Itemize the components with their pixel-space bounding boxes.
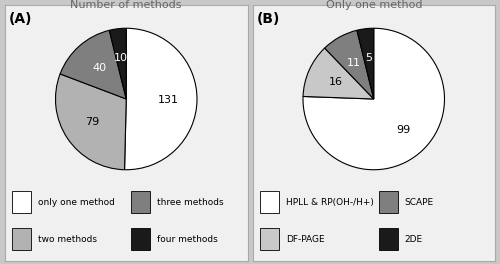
Bar [378,228,398,250]
Text: SCAPE: SCAPE [404,198,434,207]
Bar [131,191,150,213]
Wedge shape [60,30,126,99]
Wedge shape [303,48,374,99]
Wedge shape [110,28,126,99]
Bar [131,228,150,250]
Text: 40: 40 [92,63,106,73]
Title: Only one method: Only one method [326,0,422,10]
Bar [12,228,31,250]
Text: 16: 16 [330,77,344,87]
Text: only one method: only one method [38,198,115,207]
Bar [378,191,398,213]
Text: (B): (B) [256,12,280,26]
Wedge shape [124,28,197,170]
Text: three methods: three methods [157,198,224,207]
Text: four methods: four methods [157,235,218,244]
Text: 131: 131 [158,95,179,105]
Text: 10: 10 [114,53,128,63]
Text: 5: 5 [366,53,372,63]
Text: two methods: two methods [38,235,98,244]
Text: 11: 11 [347,58,361,68]
Wedge shape [324,30,374,99]
Text: 79: 79 [85,117,100,127]
Bar [12,191,31,213]
Wedge shape [357,28,374,99]
Bar [260,228,279,250]
Title: Number of methods: Number of methods [70,0,182,10]
Text: HPLL & RP(OH-/H+): HPLL & RP(OH-/H+) [286,198,374,207]
Text: 99: 99 [396,125,410,135]
Wedge shape [56,74,126,170]
Wedge shape [303,28,444,170]
Text: (A): (A) [9,12,32,26]
Bar [260,191,279,213]
Text: DF-PAGE: DF-PAGE [286,235,325,244]
Text: 2DE: 2DE [404,235,423,244]
